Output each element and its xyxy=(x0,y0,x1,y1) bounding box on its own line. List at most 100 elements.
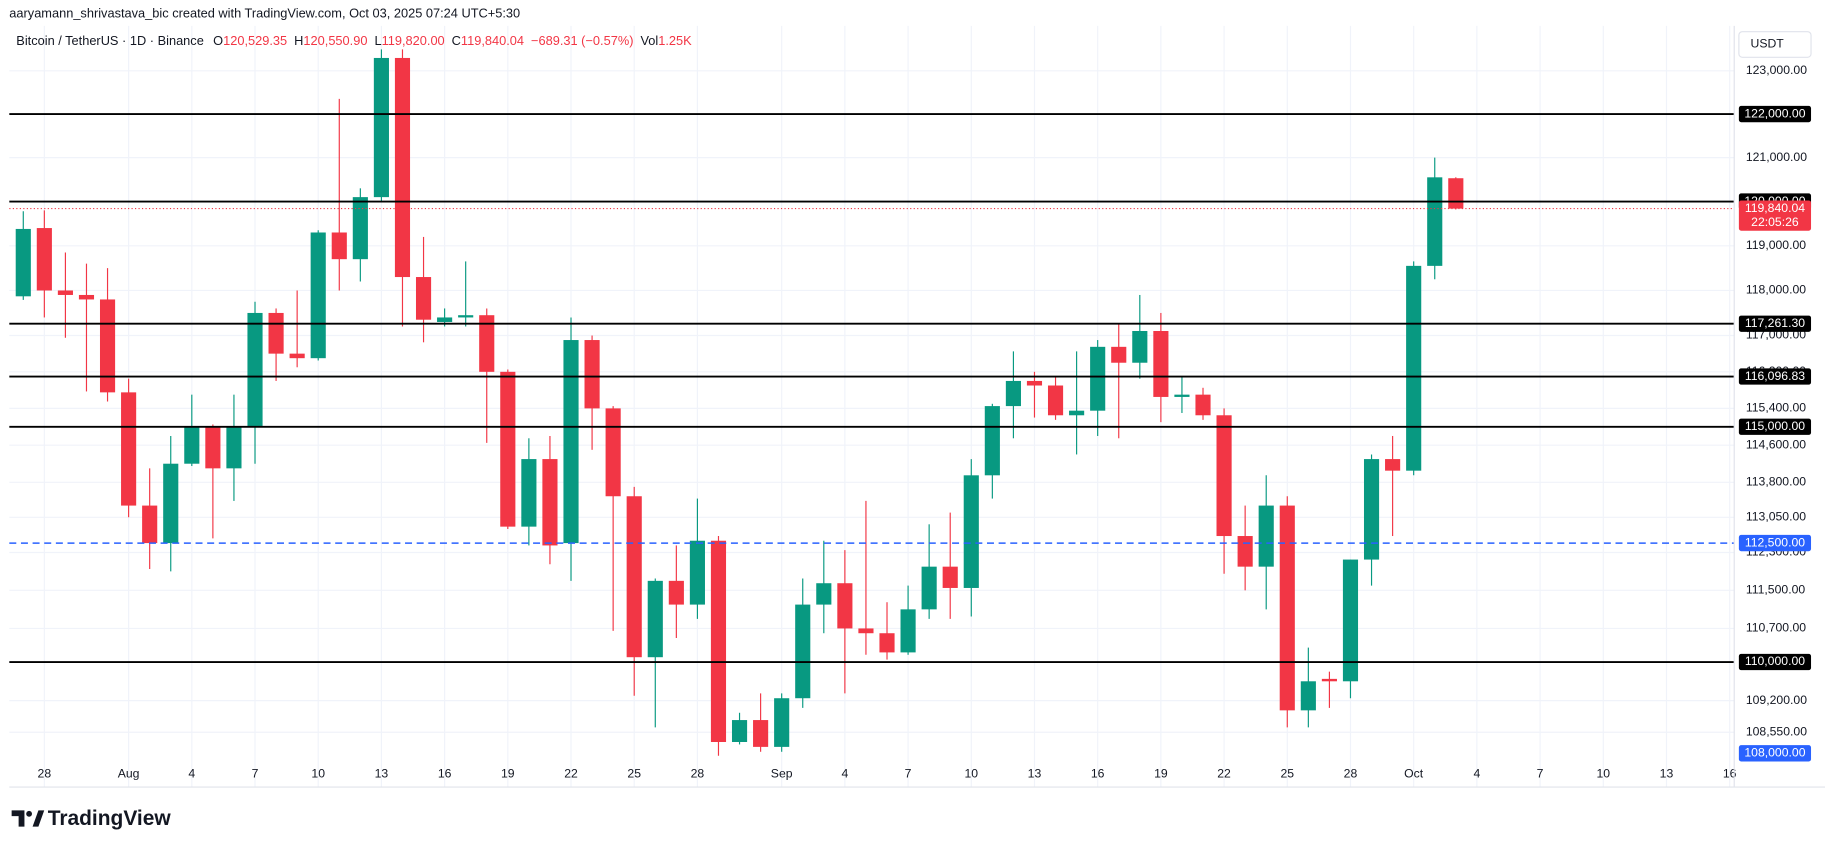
x-tick-label: 4 xyxy=(188,766,195,780)
candle-body xyxy=(57,290,73,295)
candle-body xyxy=(310,232,326,359)
candle-body xyxy=(500,371,516,527)
candle-body xyxy=(1385,459,1401,471)
candle-body xyxy=(731,720,748,742)
price-label: 112,500.00 xyxy=(1745,535,1805,549)
candle-body xyxy=(289,353,305,359)
y-tick-label: 108,550.00 xyxy=(1746,724,1807,738)
currency-box[interactable] xyxy=(1738,31,1812,58)
x-tick-label: 25 xyxy=(1280,766,1294,780)
logo-icon xyxy=(26,810,33,817)
candle-body xyxy=(1090,346,1106,411)
x-tick-label: 16 xyxy=(1091,766,1105,780)
legend-key: O xyxy=(213,34,223,49)
candle-body xyxy=(689,540,705,605)
candle-body xyxy=(900,609,916,653)
candle-body xyxy=(331,232,347,260)
x-tick-label: 13 xyxy=(1028,766,1042,780)
candle-body xyxy=(415,277,432,320)
candle-body xyxy=(753,720,769,747)
candle-body xyxy=(1258,505,1274,567)
candle-body xyxy=(942,566,958,588)
candle-body xyxy=(226,426,242,469)
legend-value: 120,550.90 xyxy=(303,34,367,49)
candle-body xyxy=(837,583,853,629)
currency[interactable]: USDT xyxy=(1751,37,1785,51)
candle-body xyxy=(1174,394,1190,397)
x-tick-label: 4 xyxy=(841,766,848,780)
candle-body xyxy=(647,580,663,658)
y-tick-label: 118,000.00 xyxy=(1746,283,1806,297)
candle-body xyxy=(437,317,453,322)
candle-body xyxy=(1195,394,1211,416)
candle-body xyxy=(1069,410,1085,416)
x-tick-label: 13 xyxy=(375,766,389,780)
y-tick-label: 113,050.00 xyxy=(1746,510,1806,524)
legend-key: C xyxy=(452,34,461,49)
price-label-box xyxy=(1738,200,1812,231)
y-tick-label: 115,400.00 xyxy=(1746,401,1806,415)
countdown: 22:05:26 xyxy=(1751,215,1799,229)
candle-body xyxy=(184,426,200,464)
candle-body xyxy=(1111,346,1127,363)
candle-body xyxy=(984,406,1000,476)
candle-body xyxy=(268,312,284,354)
symbol-title: Bitcoin / TetherUS · 1D · Binance xyxy=(16,34,204,49)
y-tick-label: 123,000.00 xyxy=(1746,63,1807,77)
x-tick-label: 19 xyxy=(1154,766,1168,780)
candle-body xyxy=(1047,385,1064,416)
legend-value: 119,840.04 xyxy=(461,34,524,49)
price-label-box xyxy=(1738,534,1812,552)
price-label-box xyxy=(1738,368,1812,385)
legend-key: H xyxy=(294,34,303,49)
x-tick-label: 10 xyxy=(1596,766,1610,780)
candle-body xyxy=(205,426,221,469)
price-label-box xyxy=(1738,105,1812,123)
crosshair-box xyxy=(1738,745,1812,762)
x-tick-label: 19 xyxy=(501,766,515,780)
candle-body xyxy=(1237,536,1253,567)
price-label-box xyxy=(1738,418,1812,435)
price-label: 117,261.30 xyxy=(1745,316,1805,330)
symbol-info: Bitcoin / TetherUS · 1D · Binance O120,52… xyxy=(16,34,692,49)
candle-body xyxy=(1132,330,1148,363)
y-tick-label: 119,000.00 xyxy=(1746,238,1806,252)
logo: TradingView xyxy=(11,807,171,830)
logo-icon xyxy=(32,810,45,827)
candle-body xyxy=(816,583,832,605)
x-tick-label: 10 xyxy=(964,766,978,780)
candle-body xyxy=(1448,178,1464,209)
legend-value: 1.25K xyxy=(658,34,692,49)
x-tick-label: Aug xyxy=(118,766,140,780)
candle-body xyxy=(563,340,579,544)
candle-body xyxy=(15,228,31,297)
candle-body xyxy=(795,604,811,699)
y-tick-label: 110,700.00 xyxy=(1746,621,1806,635)
price-label-box xyxy=(1738,653,1812,671)
legend-value: 120,529.35 xyxy=(223,34,287,49)
x-tick-label: 13 xyxy=(1660,766,1674,780)
candle-body xyxy=(1300,681,1316,711)
x-tick-label: 22 xyxy=(564,766,578,780)
legend-change: −689.31 (−0.57%) xyxy=(531,34,633,49)
x-tick-label: Oct xyxy=(1404,766,1424,780)
candle-body xyxy=(479,315,495,372)
candle-body xyxy=(1279,505,1295,711)
candle-body xyxy=(963,475,979,588)
candle-body xyxy=(36,228,52,291)
y-tick-label: 113,800.00 xyxy=(1746,475,1806,489)
y-tick-label: 109,200.00 xyxy=(1746,693,1807,707)
price-label: 122,000.00 xyxy=(1744,106,1805,120)
x-tick-label: 28 xyxy=(691,766,705,780)
levels: 122,000.00120,000.00117,261.30116,096.83… xyxy=(9,105,1812,762)
candle-body xyxy=(1005,380,1021,407)
y-tick-label: 114,600.00 xyxy=(1746,437,1806,451)
x-tick-label: 7 xyxy=(252,766,259,780)
candle-body xyxy=(879,633,895,653)
candle-body xyxy=(1321,678,1337,682)
price-label-box xyxy=(1738,315,1812,332)
candle-body xyxy=(1153,330,1169,397)
candle-body xyxy=(921,566,937,610)
